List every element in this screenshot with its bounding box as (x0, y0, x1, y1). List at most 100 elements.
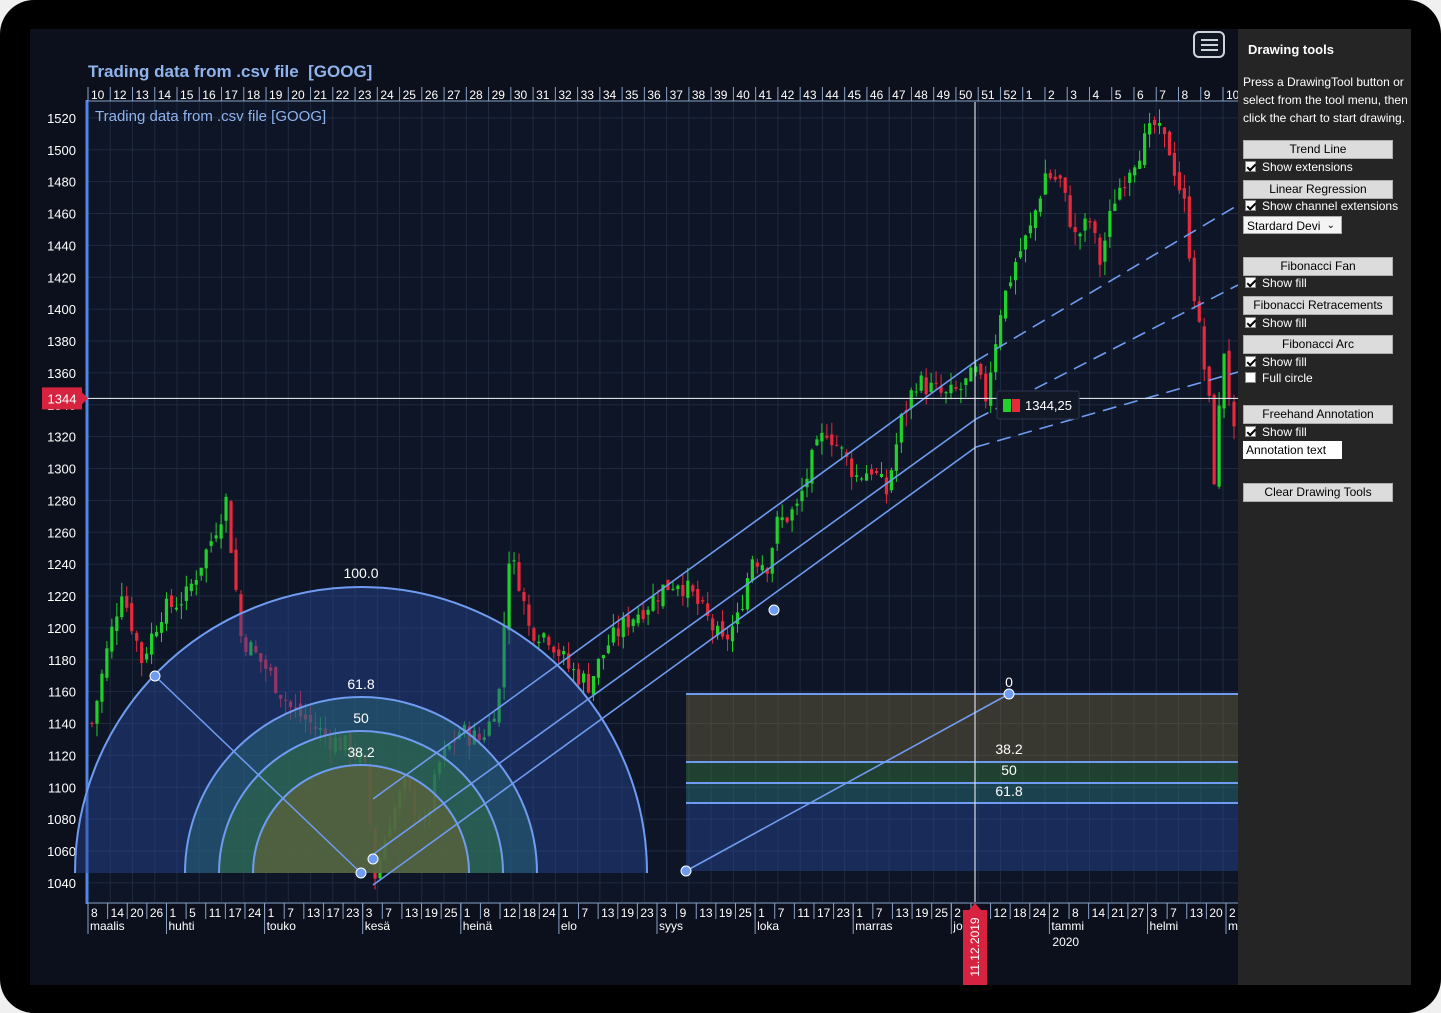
candle (586, 663, 591, 694)
candle-body (631, 619, 635, 627)
fib-arc-level-label: 50 (353, 710, 369, 726)
clear-drawing-tools-button[interactable]: Clear Drawing Tools (1243, 483, 1393, 502)
fib-ret-show-fill-checkbox[interactable]: Show fill (1245, 315, 1307, 330)
candle-body (959, 389, 963, 391)
linear-regression-button[interactable]: Linear Regression (1243, 180, 1393, 199)
candle (1197, 296, 1201, 323)
candle-body (214, 535, 218, 539)
y-tick-label: 1040 (47, 876, 76, 891)
candle-body (711, 618, 715, 631)
month-label: maalis (1228, 919, 1238, 933)
candle-body (1098, 237, 1102, 265)
freehand-show-fill-checkbox[interactable]: Show fill (1245, 424, 1307, 439)
candle (1018, 238, 1023, 260)
top-tick-label: 32 (558, 88, 572, 102)
fib-arc-fill (75, 587, 647, 873)
candle (1207, 365, 1211, 403)
checkbox-label: Show fill (1262, 354, 1307, 369)
fib-arc-level-label: 100.0 (343, 565, 378, 581)
candle (547, 634, 551, 650)
candle (934, 371, 938, 390)
freehand-annotation-button[interactable]: Freehand Annotation (1243, 405, 1393, 424)
candle (706, 592, 710, 621)
candle (820, 423, 824, 455)
candle-body (656, 600, 660, 602)
candle (576, 663, 581, 688)
candle-body (835, 444, 839, 446)
candle (204, 548, 208, 583)
month-label: maalis (90, 919, 125, 933)
candle (1187, 185, 1191, 262)
candle (591, 675, 596, 702)
bottom-tick-label: 17 (326, 906, 340, 920)
checkbox-icon (1245, 317, 1256, 328)
candle-body (1103, 240, 1107, 262)
full-circle-checkbox[interactable]: Full circle (1245, 370, 1313, 385)
bottom-tick-label: 13 (307, 906, 321, 920)
show-extensions-checkbox[interactable]: Show extensions (1245, 159, 1353, 174)
candle-body (1207, 366, 1211, 396)
candle-body (254, 646, 258, 653)
annotation-text-input[interactable]: Annotation text (1243, 441, 1342, 459)
menu-button[interactable] (1193, 31, 1225, 58)
y-tick-label: 1460 (47, 207, 76, 222)
candle-body (1138, 160, 1142, 169)
month-label: loka (757, 919, 779, 933)
candle-body (115, 616, 119, 632)
candle-body (1004, 290, 1008, 319)
candle (1227, 339, 1231, 406)
show-channel-extensions-checkbox[interactable]: Show channel extensions (1245, 198, 1398, 213)
fibonacci-retracements-button[interactable]: Fibonacci Retracements (1243, 296, 1393, 315)
bottom-tick-label: 8 (483, 906, 490, 920)
candle (1093, 219, 1097, 244)
candle (989, 361, 993, 413)
candle (244, 634, 248, 657)
candle (1232, 394, 1236, 440)
candle-body (1033, 210, 1037, 229)
candle-body (557, 649, 561, 656)
fib-fan-show-fill-checkbox[interactable]: Show fill (1245, 275, 1307, 290)
candle (760, 555, 764, 573)
candle-body (740, 608, 745, 610)
candlestick-chart[interactable]: 1040106010801100112011401160118012001220… (30, 29, 1238, 985)
candle (785, 516, 789, 524)
fibonacci-arc-button[interactable]: Fibonacci Arc (1243, 335, 1393, 354)
candle-body (1212, 394, 1216, 485)
candle (1033, 208, 1037, 241)
candle (1162, 126, 1167, 148)
candle-body (547, 636, 551, 646)
fib-arc-show-fill-checkbox[interactable]: Show fill (1245, 354, 1307, 369)
candle-body (298, 703, 303, 717)
top-tick-label: 8 (1181, 88, 1188, 102)
bottom-tick-label: 13 (699, 906, 713, 920)
candle-body (735, 612, 740, 625)
candle-body (527, 604, 531, 626)
regression-extension (975, 204, 1238, 362)
candle-body (1113, 203, 1117, 211)
top-tick-label: 34 (603, 88, 617, 102)
fibonacci-fan-button[interactable]: Fibonacci Fan (1243, 257, 1393, 276)
checkbox-label: Show fill (1262, 315, 1307, 330)
candle-body (274, 667, 278, 694)
candle-body (1093, 221, 1097, 233)
candle-body (616, 628, 620, 637)
top-tick-label: 52 (1003, 88, 1017, 102)
tooltip-down-swatch (1012, 399, 1020, 412)
regression-extension (975, 371, 1238, 448)
candle-body (820, 432, 824, 442)
chart-area[interactable]: 1040 1060 1080 1100 1120 1140 1160 1180 1200 1220… (30, 29, 1238, 985)
top-tick-label: 24 (380, 88, 394, 102)
candle-body (671, 588, 675, 590)
trend-line-button[interactable]: Trend Line (1243, 140, 1393, 159)
candle (115, 603, 119, 645)
top-tick-label: 6 (1137, 88, 1144, 102)
candle-body (855, 475, 859, 477)
candle-body (140, 642, 144, 664)
candle-body (279, 694, 283, 699)
candle (1152, 116, 1157, 134)
deviation-select[interactable]: Stardard Devi ⌄ (1243, 216, 1342, 234)
candle (720, 610, 725, 640)
top-tick-label: 15 (180, 88, 194, 102)
bottom-tick-label: 20 (130, 906, 144, 920)
